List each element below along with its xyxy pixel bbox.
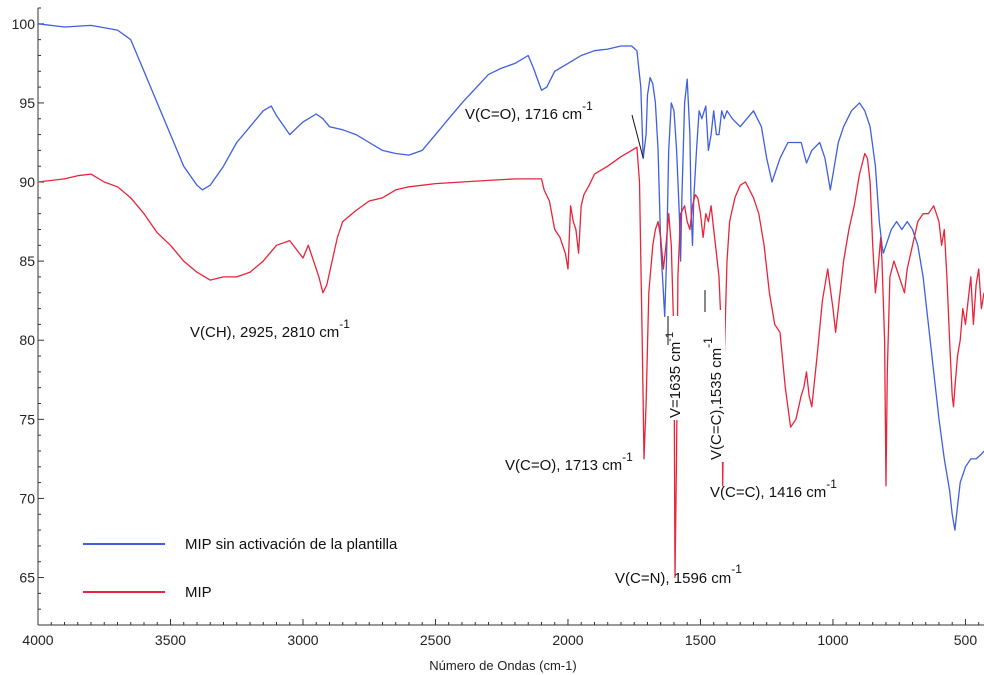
y-tick-label: 65 xyxy=(19,570,35,586)
annotation-v1635: V=1635 cm-1 xyxy=(664,316,684,420)
annotation-cc1535-sup: -1 xyxy=(701,337,715,348)
y-tick-label: 70 xyxy=(19,490,35,506)
x-tick-label: 4000 xyxy=(22,632,53,648)
legend-label-blue: MIP sin activación de la plantilla xyxy=(185,536,398,553)
y-tick-label: 80 xyxy=(19,332,35,348)
annotation-cn-sup: -1 xyxy=(731,562,742,576)
annotation-co-blue: V(C=O), 1716 cm-1 xyxy=(465,99,593,123)
annotation-co-red-sup: -1 xyxy=(622,450,633,464)
annotation-co-red: V(C=O), 1713 cm-1 xyxy=(505,450,633,474)
series-line-red xyxy=(38,147,984,577)
y-tick-label: 90 xyxy=(19,174,35,190)
annotation-cc1535-base: V(C=C),1535 cm xyxy=(708,348,725,460)
annotation-ch: V(CH), 2925, 2810 cm-1 xyxy=(190,317,350,341)
x-tick-label: 2500 xyxy=(420,632,451,648)
x-tick-label: 500 xyxy=(954,632,978,648)
annotation-cn: V(C=N), 1596 cm-1 xyxy=(615,562,742,587)
annotation-v1635-base: V=1635 cm xyxy=(667,342,684,418)
annotation-co-blue-base: V(C=O), 1716 cm xyxy=(465,106,582,123)
annotation-cn-base: V(C=N), 1596 cm xyxy=(615,570,731,587)
y-tick-label: 95 xyxy=(19,95,35,111)
annotation-co-blue-sup: -1 xyxy=(582,99,593,113)
x-tick-label: 2000 xyxy=(552,632,583,648)
y-tick-label: 85 xyxy=(19,253,35,269)
x-tick-label: 3500 xyxy=(155,632,186,648)
annotation-cc1535: V(C=C),1535 cm-1 xyxy=(701,310,725,462)
annotation-co-red-base: V(C=O), 1713 cm xyxy=(505,457,622,474)
annotation-ch-base: V(CH), 2925, 2810 cm xyxy=(190,324,339,341)
y-tick-label: 75 xyxy=(19,411,35,427)
svg-text:V=1635 cm-1: V=1635 cm-1 xyxy=(664,332,684,418)
annotation-cc1416-sup: -1 xyxy=(826,477,837,491)
annotation-cc1416: V(C=C), 1416 cm-1 xyxy=(710,477,837,501)
legend-label-red: MIP xyxy=(185,584,212,601)
legend: MIP sin activación de la plantilla MIP xyxy=(83,536,398,601)
annotation-cc1416-base: V(C=C), 1416 cm xyxy=(710,484,826,501)
annotation-v1635-sup: -1 xyxy=(664,332,676,342)
annotation-ch-sup: -1 xyxy=(339,317,350,331)
x-axis-label: Número de Ondas (cm-1) xyxy=(429,658,576,673)
x-tick-label: 1000 xyxy=(817,632,848,648)
svg-text:V(C=C),1535 cm-1: V(C=C),1535 cm-1 xyxy=(701,337,725,460)
y-tick-label: 100 xyxy=(12,16,36,32)
x-tick-label: 1500 xyxy=(685,632,716,648)
x-tick-label: 3000 xyxy=(287,632,318,648)
